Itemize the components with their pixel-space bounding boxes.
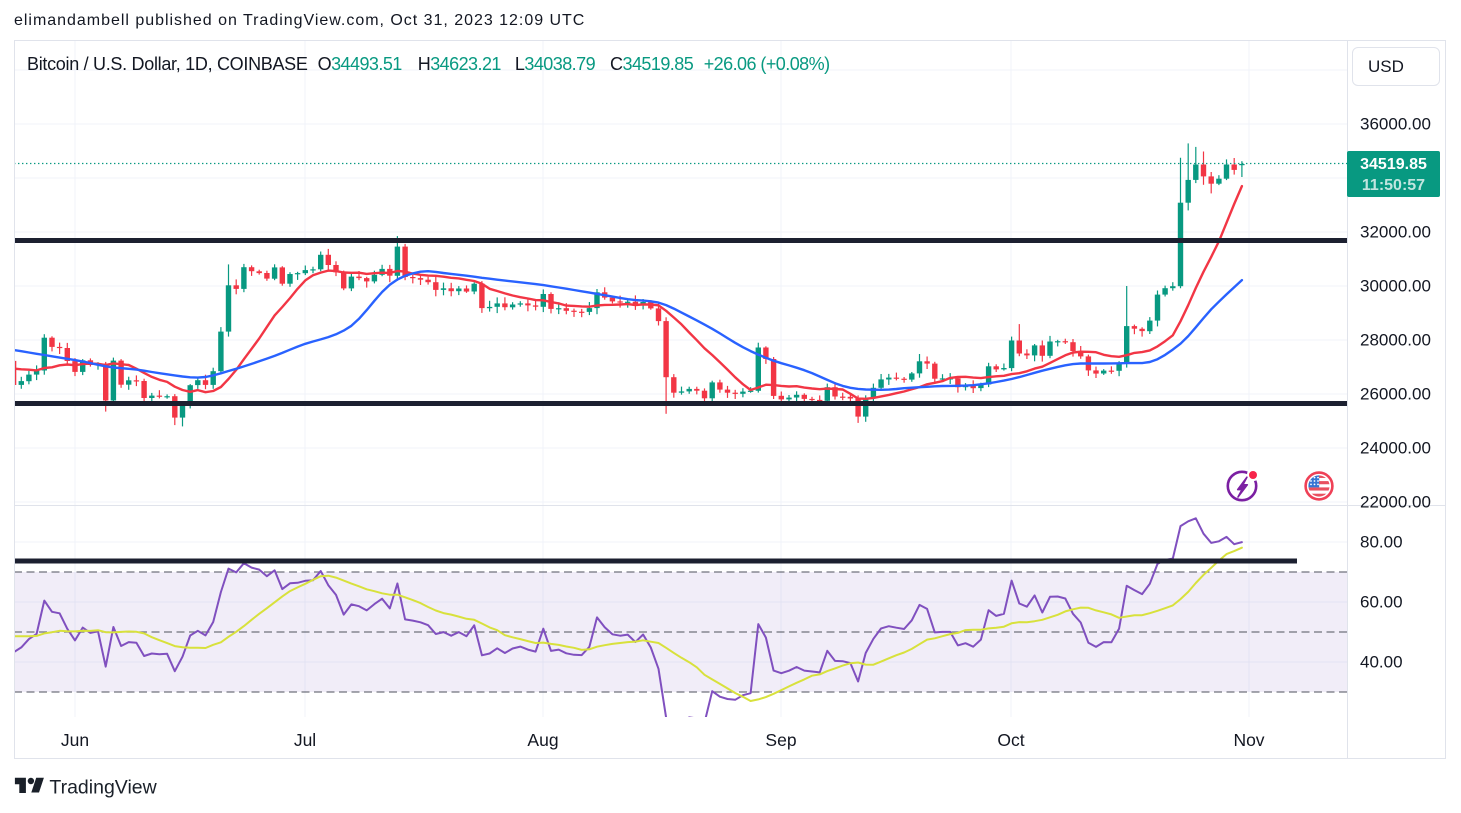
- svg-text:40.00: 40.00: [1360, 653, 1403, 672]
- svg-text:22000.00: 22000.00: [1360, 493, 1431, 512]
- svg-text:32000.00: 32000.00: [1360, 223, 1431, 242]
- svg-text:Oct: Oct: [997, 730, 1024, 750]
- svg-text:TradingView: TradingView: [49, 777, 157, 799]
- svg-text:Nov: Nov: [1233, 730, 1264, 750]
- svg-text:80.00: 80.00: [1360, 533, 1403, 552]
- svg-text:Jun: Jun: [61, 730, 89, 750]
- svg-text:Aug: Aug: [527, 730, 558, 750]
- svg-text:Jul: Jul: [294, 730, 316, 750]
- svg-text:30000.00: 30000.00: [1360, 277, 1431, 296]
- svg-text:24000.00: 24000.00: [1360, 439, 1431, 458]
- svg-text:28000.00: 28000.00: [1360, 331, 1431, 350]
- svg-text:36000.00: 36000.00: [1360, 115, 1431, 134]
- svg-text:26000.00: 26000.00: [1360, 385, 1431, 404]
- svg-text:Sep: Sep: [765, 730, 796, 750]
- svg-text:60.00: 60.00: [1360, 593, 1403, 612]
